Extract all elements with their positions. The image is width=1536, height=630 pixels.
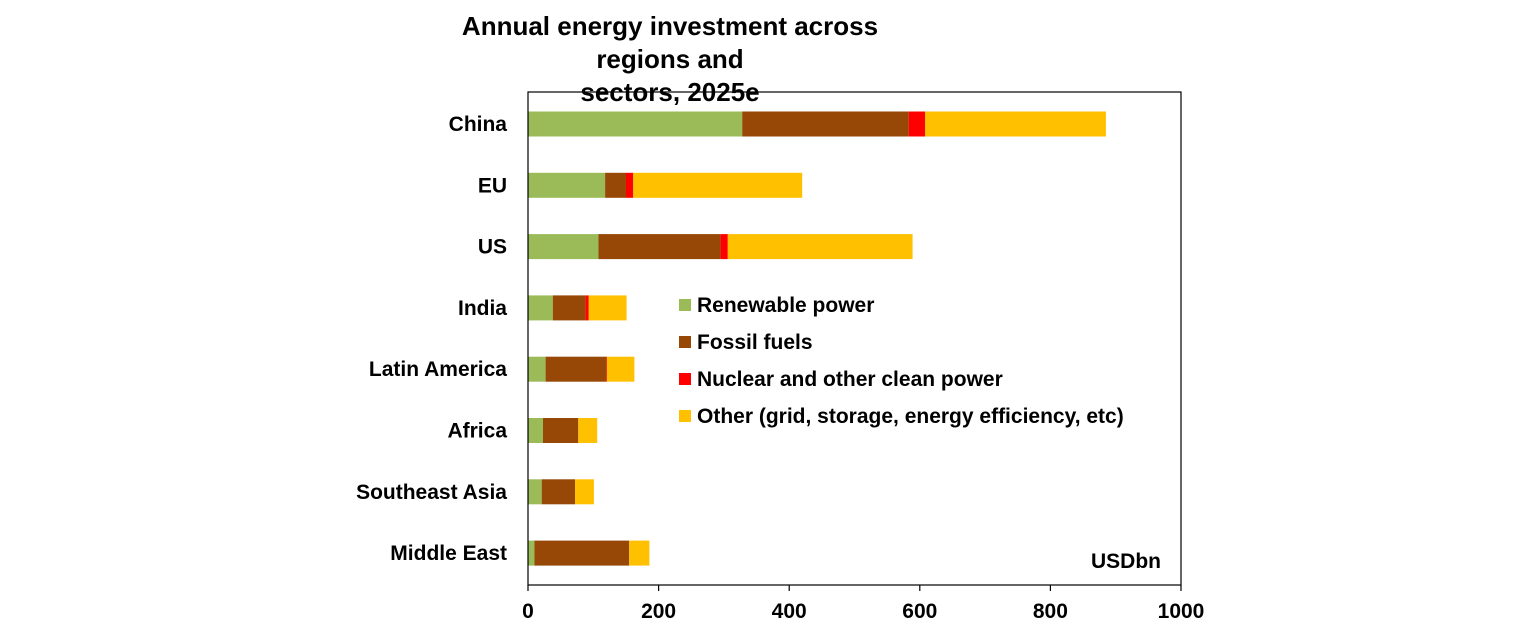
bar-latin-america-series-1 — [545, 356, 607, 382]
legend: Renewable power Fossil fuels Nuclear and o… — [679, 294, 1124, 428]
bar-china-series-0 — [528, 111, 743, 137]
legend-swatch — [679, 336, 691, 348]
bar-eu-series-3 — [633, 172, 803, 198]
legend-label: Other (grid, storage, energy efficiency,… — [697, 405, 1124, 428]
bar-india-series-3 — [588, 295, 627, 321]
y-tick-label: China — [449, 113, 508, 136]
bar-africa-series-0 — [528, 418, 543, 443]
x-tick-label: 400 — [772, 600, 807, 623]
y-axis: China EU US India Latin America Africa Southea… — [356, 113, 507, 565]
legend-swatch — [679, 299, 691, 311]
x-tick-label: 1000 — [1158, 600, 1205, 623]
bar-eu-series-1 — [605, 172, 626, 198]
bars-layer — [528, 111, 1106, 566]
y-tick-label: Southeast Asia — [356, 481, 507, 504]
bar-latin-america-series-3 — [607, 356, 635, 382]
legend-swatch — [679, 373, 691, 385]
bar-china-series-1 — [742, 111, 909, 137]
bar-us-series-2 — [720, 234, 728, 260]
y-tick-label: Middle East — [390, 542, 507, 565]
bar-china-series-2 — [908, 111, 925, 137]
bar-us-series-3 — [727, 234, 913, 260]
y-tick-label: US — [478, 236, 507, 259]
legend-label: Renewable power — [697, 294, 874, 317]
bar-china-series-3 — [925, 111, 1106, 137]
bar-southeast-asia-series-3 — [575, 479, 594, 505]
x-tick-label: 600 — [902, 600, 937, 623]
bar-africa-series-1 — [543, 418, 579, 443]
legend-label: Nuclear and other clean power — [697, 368, 1003, 391]
legend-swatch — [679, 410, 691, 422]
bar-latin-america-series-2 — [606, 356, 608, 382]
y-tick-label: India — [458, 297, 507, 320]
chart-title-line-1: Annual energy investment across regions … — [461, 11, 879, 74]
legend-label: Fossil fuels — [697, 331, 813, 354]
bar-us-series-1 — [598, 234, 721, 260]
bar-middle-east-series-0 — [528, 540, 535, 566]
bar-india-series-1 — [552, 295, 586, 321]
y-tick-label: Latin America — [369, 358, 507, 381]
bar-africa-series-3 — [578, 418, 598, 443]
x-tick-label: 800 — [1033, 600, 1068, 623]
y-tick-label: Africa — [447, 420, 507, 443]
bar-middle-east-series-1 — [534, 540, 630, 566]
unit-label: USDbn — [1091, 550, 1161, 573]
x-tick-label: 0 — [522, 600, 534, 623]
y-tick-label: EU — [478, 174, 507, 197]
bar-latin-america-series-0 — [528, 356, 546, 382]
bar-eu-series-0 — [528, 172, 606, 198]
bar-middle-east-series-3 — [629, 540, 650, 566]
bar-southeast-asia-series-0 — [528, 479, 542, 505]
bar-eu-series-2 — [626, 172, 634, 198]
x-axis: 0 200 400 600 800 1000 — [522, 585, 1204, 623]
bar-southeast-asia-series-1 — [541, 479, 575, 505]
plot-area-frame — [527, 91, 1182, 586]
bar-india-series-0 — [528, 295, 553, 321]
x-tick-label: 200 — [641, 600, 676, 623]
bar-us-series-0 — [528, 234, 599, 260]
bar-india-series-2 — [585, 295, 589, 321]
